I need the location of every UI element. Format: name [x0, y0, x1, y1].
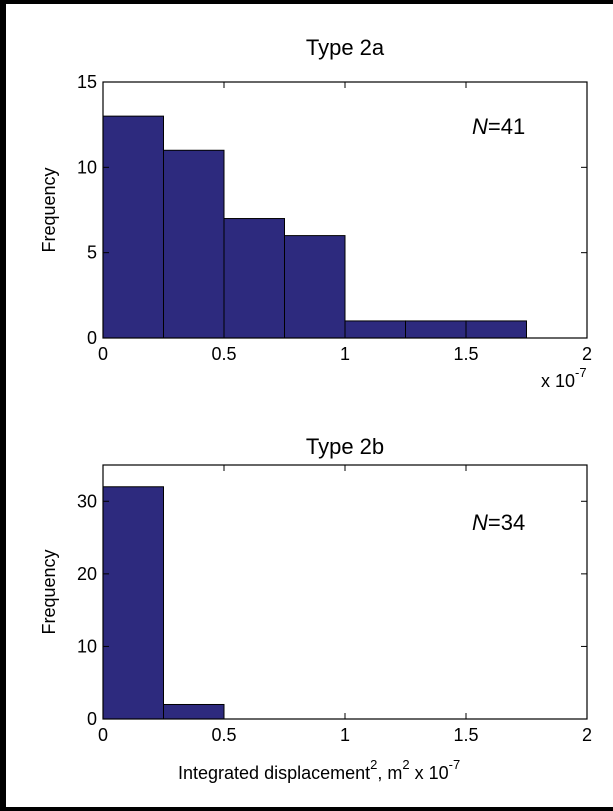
sample-size-annotation: N=41: [472, 114, 525, 139]
annotation-n: N: [472, 114, 488, 139]
annotation-count: =34: [488, 510, 525, 535]
y-tick-label: 5: [87, 243, 97, 263]
x-tick-label: 0: [98, 344, 108, 364]
x-tick-label: 2: [582, 725, 592, 745]
x-multiplier-base: x 10: [541, 371, 575, 391]
x-multiplier-exponent: -7: [575, 365, 587, 380]
x-multiplier-base: x 10: [415, 763, 449, 783]
sample-size-annotation: N=34: [472, 510, 525, 535]
histogram-bar: [223, 218, 285, 339]
x-multiplier: x 10-7: [541, 365, 587, 391]
x-tick-label: 0.5: [211, 725, 236, 745]
histogram-bar: [102, 486, 164, 720]
histogram-bar: [284, 235, 346, 339]
y-tick-label: 10: [77, 157, 97, 177]
annotation-count: =41: [488, 114, 525, 139]
histogram-bar: [163, 703, 225, 720]
x-axis-label-mid: , m: [377, 763, 402, 783]
x-ticks: 0 0.5 1 1.5 2: [98, 82, 592, 364]
x-axis-label: Integrated displacement2, m2 x 10-7: [178, 757, 460, 783]
x-axis-label-sup2: 2: [402, 757, 409, 772]
y-ticks: 0 10 20 30: [77, 491, 587, 729]
x-ticks: 0 0.5 1 1.5 2: [98, 465, 592, 745]
x-multiplier-exponent: -7: [449, 757, 461, 772]
y-tick-label: 0: [87, 709, 97, 729]
bars: [102, 115, 527, 339]
y-axis-label: Frequency: [39, 167, 59, 252]
figure: Type 2a 0 5 10 15 0 0.5 1 1.5 2 Frequency N=41 …: [6, 4, 613, 807]
x-tick-label: 1.5: [453, 344, 478, 364]
x-tick-label: 0.5: [211, 344, 236, 364]
y-axis-label: Frequency: [39, 549, 59, 634]
y-tick-label: 15: [77, 72, 97, 92]
histogram-bar: [465, 320, 527, 339]
x-tick-label: 0: [98, 725, 108, 745]
plot-frame: [102, 81, 588, 339]
chart-title: Type 2a: [306, 35, 385, 60]
histogram-panel-type-2b: Type 2b 0 10 20 30 0 0.5 1 1.5 2 Frequency N=34…: [39, 434, 592, 783]
x-tick-label: 1: [340, 344, 350, 364]
x-tick-label: 1: [340, 725, 350, 745]
y-tick-label: 10: [77, 636, 97, 656]
y-tick-label: 30: [77, 491, 97, 511]
x-tick-label: 2: [582, 344, 592, 364]
y-tick-label: 0: [87, 328, 97, 348]
histogram-bar: [163, 149, 225, 339]
plot-area: [103, 465, 587, 719]
y-tick-label: 20: [77, 564, 97, 584]
plot-frame: [102, 464, 588, 720]
x-axis-label-sup1: 2: [370, 757, 377, 772]
x-axis-label-text: Integrated displacement: [178, 763, 370, 783]
chart-title: Type 2b: [306, 434, 384, 459]
histogram-bar: [405, 320, 467, 339]
histogram-bar: [102, 115, 164, 339]
histogram-bar: [344, 320, 406, 339]
annotation-n: N: [472, 510, 488, 535]
x-tick-label: 1.5: [453, 725, 478, 745]
